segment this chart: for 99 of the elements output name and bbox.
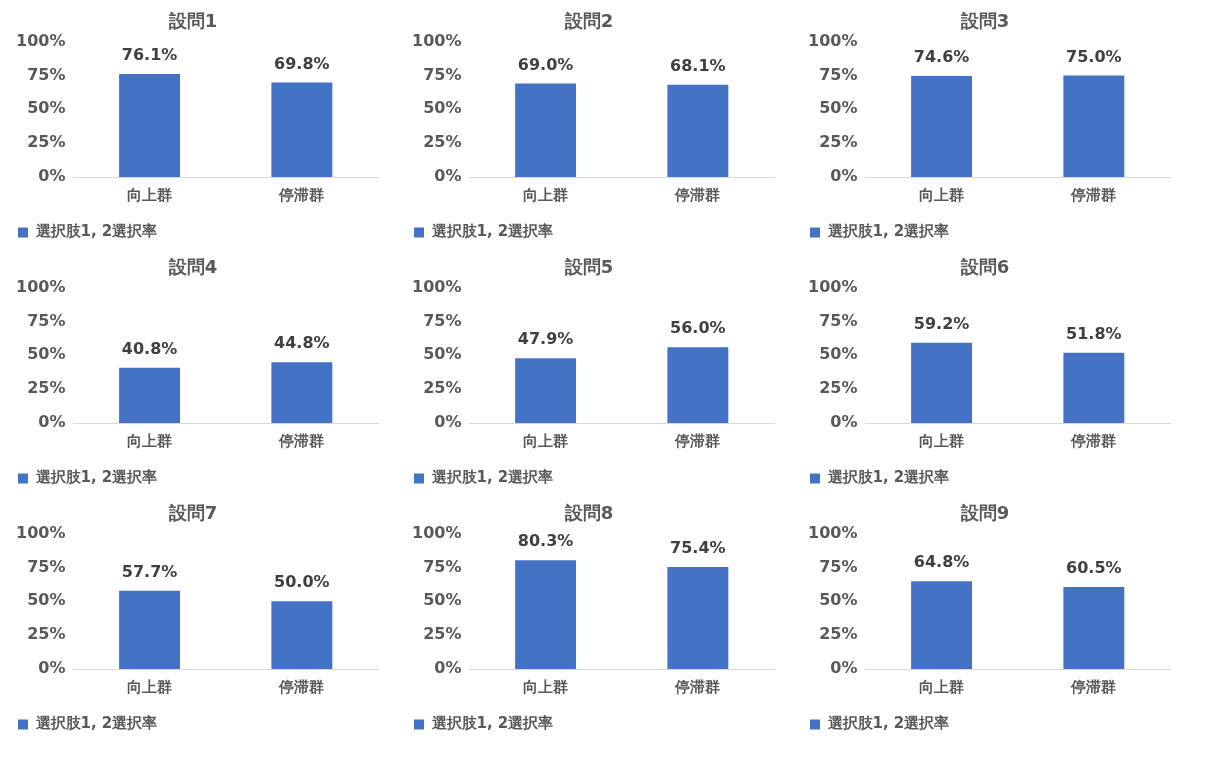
y-tick-label: 25% <box>27 624 66 644</box>
data-label: 47.9% <box>517 329 574 349</box>
x-tick-label: 向上群 <box>127 431 173 450</box>
x-tick-label: 向上群 <box>523 431 569 450</box>
y-tick-label: 0% <box>830 412 858 432</box>
data-label: 69.8% <box>274 53 330 73</box>
x-tick-label: 停滞群 <box>1070 431 1117 450</box>
y-tick-label: 0% <box>434 166 462 186</box>
y-tick-label: 25% <box>423 624 462 644</box>
data-label: 80.3% <box>517 531 574 551</box>
data-label: 56.0% <box>670 318 726 338</box>
y-tick-label: 50% <box>819 344 858 364</box>
data-label: 76.1% <box>121 45 178 65</box>
y-tick-label: 0% <box>830 658 858 678</box>
data-label: 69.0% <box>517 54 574 74</box>
y-tick-label: 50% <box>423 344 462 364</box>
y-tick-label: 0% <box>38 412 66 432</box>
y-tick-label: 100% <box>15 522 66 542</box>
x-tick-label: 向上群 <box>127 677 173 696</box>
y-tick-label: 0% <box>434 658 462 678</box>
y-tick-label: 25% <box>819 624 858 644</box>
y-tick-label: 75% <box>423 556 462 576</box>
data-label: 59.2% <box>913 314 970 333</box>
y-tick-label: 0% <box>830 166 858 186</box>
y-tick-label: 75% <box>819 310 858 330</box>
y-tick-label: 0% <box>38 166 66 186</box>
x-tick-label: 停滞群 <box>278 431 325 450</box>
x-tick-label: 向上群 <box>523 677 569 696</box>
y-tick-label: 0% <box>38 658 66 678</box>
legend-label: 選択肢1, 2選択率 <box>34 468 158 487</box>
x-tick-label: 停滞群 <box>278 677 325 696</box>
y-tick-label: 50% <box>423 98 462 118</box>
y-tick-label: 100% <box>807 522 858 542</box>
chart-title: 設問1 <box>167 10 218 32</box>
y-tick-label: 100% <box>807 30 858 50</box>
x-tick-label: 停滞群 <box>674 431 721 450</box>
chart-title: 設問8 <box>563 502 614 524</box>
y-tick-label: 75% <box>27 64 66 84</box>
y-tick-label: 50% <box>819 98 858 118</box>
x-tick-label: 向上群 <box>523 185 569 204</box>
x-tick-label: 停滞群 <box>674 185 721 204</box>
chart-title: 設問9 <box>959 502 1010 524</box>
data-label: 64.8% <box>913 552 970 572</box>
data-label: 68.1% <box>670 55 726 75</box>
y-tick-label: 25% <box>27 132 66 152</box>
y-tick-label: 100% <box>411 522 462 542</box>
y-tick-label: 75% <box>423 310 462 330</box>
y-tick-label: 25% <box>819 132 858 152</box>
legend-label: 選択肢1, 2選択率 <box>34 714 158 733</box>
data-label: 74.6% <box>913 47 970 67</box>
chart-title: 設問6 <box>959 256 1010 278</box>
y-tick-label: 100% <box>15 276 66 296</box>
chart-title: 設問5 <box>563 256 614 278</box>
x-tick-label: 停滞群 <box>278 185 325 204</box>
y-tick-label: 50% <box>27 590 66 610</box>
y-tick-label: 75% <box>27 556 66 576</box>
y-tick-label: 100% <box>411 30 462 50</box>
y-tick-label: 50% <box>423 590 462 610</box>
chart-title: 設問4 <box>167 256 218 278</box>
legend-label: 選択肢1, 2選択率 <box>430 222 554 241</box>
data-label: 75.4% <box>670 538 726 558</box>
chart-title: 設問2 <box>563 10 614 32</box>
legend-label: 選択肢1, 2選択率 <box>430 468 554 487</box>
y-tick-label: 25% <box>27 378 66 398</box>
x-tick-label: 向上群 <box>919 431 965 450</box>
x-tick-label: 向上群 <box>127 185 173 204</box>
legend-label: 選択肢1, 2選択率 <box>826 714 950 733</box>
x-tick-label: 停滞群 <box>674 677 721 696</box>
data-label: 44.8% <box>274 333 330 353</box>
legend-label: 選択肢1, 2選択率 <box>430 714 554 733</box>
y-tick-label: 100% <box>15 30 66 50</box>
data-label: 57.7% <box>121 562 178 582</box>
y-tick-label: 25% <box>819 378 858 398</box>
y-tick-label: 75% <box>423 64 462 84</box>
y-tick-label: 75% <box>27 310 66 330</box>
chart-title: 設問7 <box>167 502 218 524</box>
y-tick-label: 25% <box>423 132 462 152</box>
x-tick-label: 向上群 <box>919 185 965 204</box>
data-label: 60.5% <box>1066 558 1122 578</box>
legend-label: 選択肢1, 2選択率 <box>826 468 950 487</box>
legend-label: 選択肢1, 2選択率 <box>826 222 950 241</box>
data-label: 40.8% <box>121 338 178 358</box>
y-tick-label: 25% <box>423 378 462 398</box>
y-tick-label: 50% <box>819 590 858 610</box>
x-tick-label: 向上群 <box>919 677 965 696</box>
y-tick-label: 0% <box>434 412 462 432</box>
y-tick-label: 100% <box>807 276 858 296</box>
data-label: 50.0% <box>274 572 330 592</box>
x-tick-label: 停滞群 <box>1070 677 1117 696</box>
y-tick-label: 75% <box>819 556 858 576</box>
y-tick-label: 75% <box>819 64 858 84</box>
data-label: 51.8% <box>1066 324 1122 344</box>
y-tick-label: 50% <box>27 344 66 364</box>
chart-title: 設問3 <box>959 10 1010 32</box>
legend-label: 選択肢1, 2選択率 <box>34 222 158 241</box>
y-tick-label: 50% <box>27 98 66 118</box>
data-label: 75.0% <box>1066 46 1122 66</box>
y-tick-label: 100% <box>411 276 462 296</box>
x-tick-label: 停滞群 <box>1070 185 1117 204</box>
